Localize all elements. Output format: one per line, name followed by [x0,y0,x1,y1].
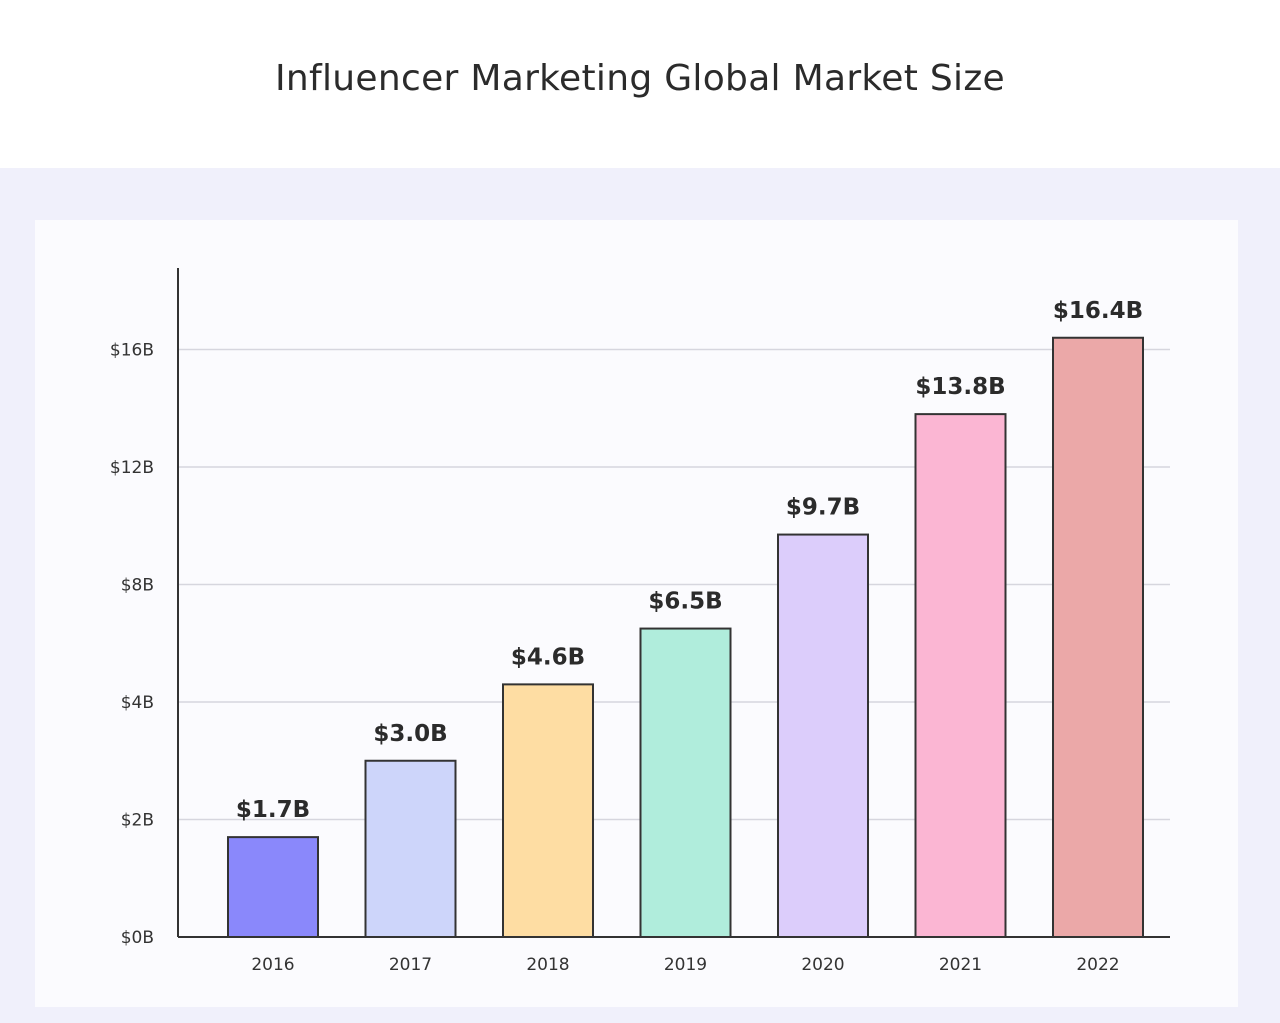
bar [502,683,594,938]
bar [639,627,732,938]
bar-value-label: $1.7B [236,797,310,823]
y-tick-label: $8B [121,576,154,596]
x-tick-label: 2018 [526,955,569,975]
y-tick-label: $0B [121,928,154,948]
bar [364,759,457,938]
bar [227,836,319,938]
bar-value-label: $6.5B [648,589,722,615]
y-tick-label: $12B [110,458,154,478]
bar-value-label: $4.6B [511,644,585,670]
y-tick-label: $4B [121,693,154,713]
x-tick-label: 2019 [664,955,707,975]
x-tick-label: 2022 [1076,955,1119,975]
y-tick-label: $2B [121,811,154,831]
x-tick-label: 2016 [251,955,294,975]
bar [1052,336,1144,938]
chart-title: Influencer Marketing Global Market Size [274,58,1005,99]
y-tick-label: $16B [110,341,154,361]
x-tick-label: 2021 [939,955,982,975]
bar [777,533,869,938]
bar-value-label: $3.0B [373,721,447,747]
bar-value-label: $16.4B [1053,298,1143,324]
x-tick-label: 2017 [389,955,432,975]
bar-value-label: $9.7B [786,495,860,521]
x-tick-label: 2020 [801,955,844,975]
bar [914,413,1007,938]
bar-value-label: $13.8B [915,374,1005,400]
